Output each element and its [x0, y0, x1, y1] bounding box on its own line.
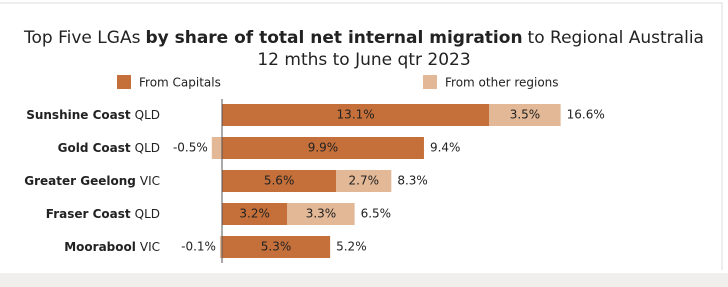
category-state: QLD: [135, 207, 160, 221]
category-label: Gold Coast QLD: [58, 141, 160, 155]
legend-swatch: [117, 75, 131, 89]
bar-segment: [222, 104, 490, 126]
bar-segment: [222, 236, 331, 258]
total-label: 6.5%: [361, 207, 392, 221]
chart-subtitle: 12 mths to June qtr 2023: [257, 50, 470, 70]
category-label: Moorabool VIC: [64, 240, 160, 254]
value-label: -0.1%: [181, 240, 216, 254]
footer-band: [0, 273, 728, 287]
category-state: QLD: [135, 141, 160, 155]
category-name: Sunshine Coast: [26, 108, 131, 122]
value-label: 9.9%: [308, 141, 339, 155]
category-name: Fraser Coast: [46, 207, 131, 221]
bar-segment: [219, 236, 222, 258]
frame: [0, 2, 723, 270]
value-label: 13.1%: [337, 108, 375, 122]
bar-segment: [489, 104, 561, 126]
category-state: VIC: [140, 174, 160, 188]
bar-segment: [211, 137, 222, 159]
category-label: Sunshine Coast QLD: [26, 108, 160, 122]
value-label: 3.3%: [306, 207, 337, 221]
total-label: 8.3%: [397, 174, 428, 188]
value-label: 5.3%: [261, 240, 292, 254]
value-label: 2.7%: [349, 174, 380, 188]
bar-segment: [287, 203, 355, 225]
category-state: VIC: [140, 240, 160, 254]
category-name: Moorabool: [64, 240, 136, 254]
category-label: Fraser Coast QLD: [46, 207, 160, 221]
bar-segment: [222, 137, 424, 159]
legend-swatch: [423, 75, 437, 89]
legend-label: From Capitals: [139, 76, 221, 90]
category-name: Greater Geelong: [24, 174, 136, 188]
chart-title: Top Five LGAs by share of total net inter…: [23, 28, 704, 48]
title-part: to Regional Australia: [528, 28, 704, 48]
value-label: 3.2%: [239, 207, 270, 221]
value-label: 3.5%: [510, 108, 541, 122]
legend-label: From other regions: [445, 76, 559, 90]
total-label: 9.4%: [430, 141, 461, 155]
bar-segment: [336, 170, 392, 192]
value-label: -0.5%: [173, 141, 208, 155]
category-name: Gold Coast: [58, 141, 131, 155]
bar-segment: [222, 170, 337, 192]
title-part: by share of total net internal migration: [145, 28, 522, 48]
category-label: Greater Geelong VIC: [24, 174, 160, 188]
title-part: Top Five LGAs: [23, 28, 141, 48]
value-label: 5.6%: [264, 174, 295, 188]
bar-segment: [222, 203, 288, 225]
category-state: QLD: [135, 108, 160, 122]
total-label: 16.6%: [567, 108, 605, 122]
total-label: 5.2%: [336, 240, 367, 254]
